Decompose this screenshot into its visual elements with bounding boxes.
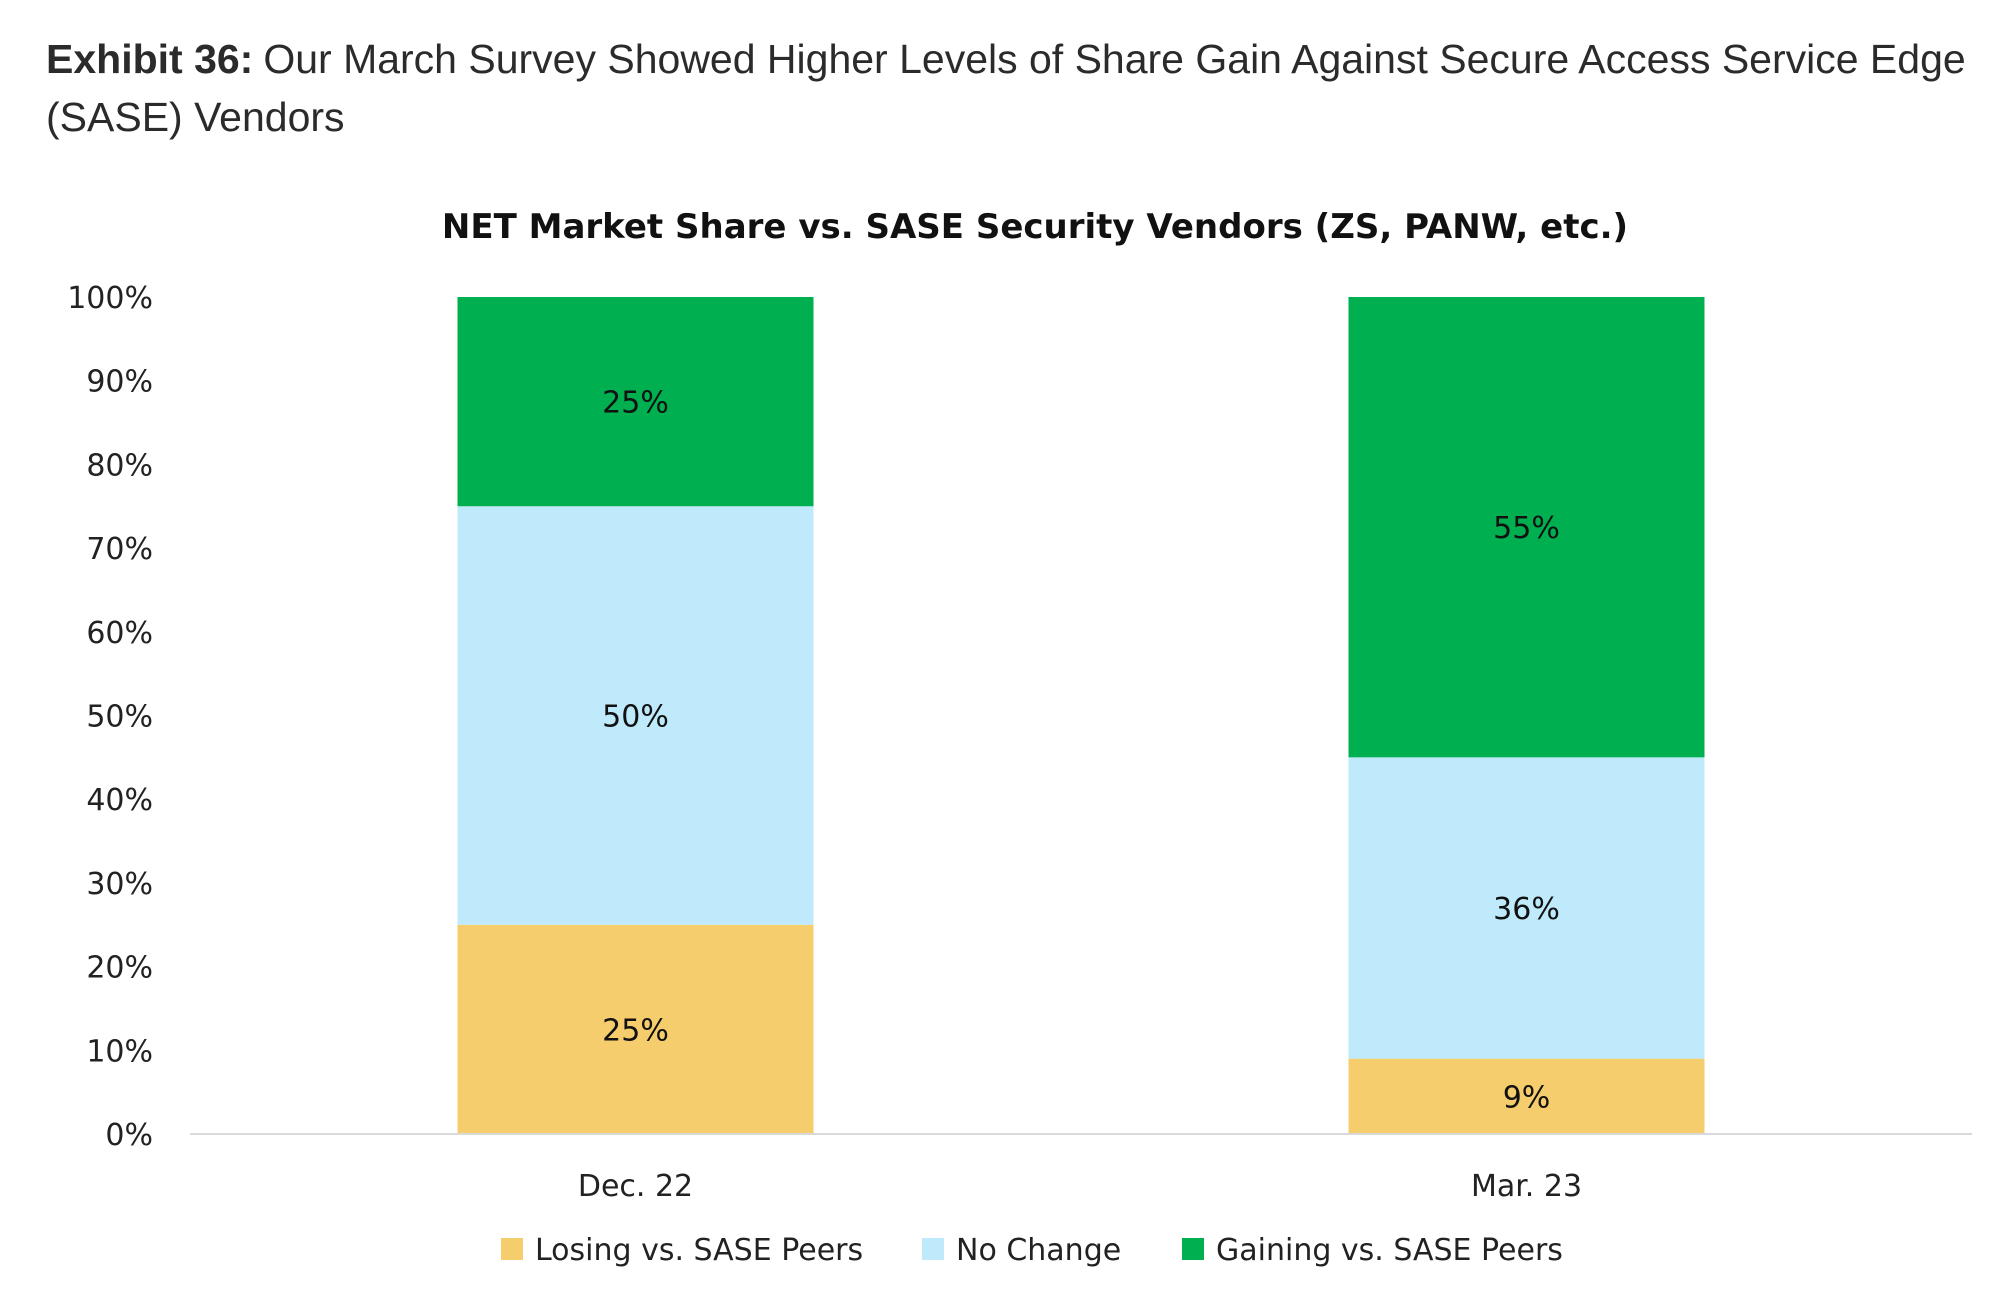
- y-tick-label: 0%: [105, 1118, 153, 1153]
- x-tick-label: Dec. 22: [578, 1169, 693, 1204]
- bar-segment: [457, 506, 814, 925]
- y-tick-label: 50%: [86, 700, 153, 735]
- y-axis: 0% 10% 20% 30% 40% 50% 60% 70% 80% 90% 100%: [67, 281, 153, 1153]
- bar-segment: [1348, 757, 1705, 1059]
- y-tick-label: 20%: [86, 951, 153, 986]
- data-label: 50%: [602, 700, 669, 735]
- y-tick-label: 40%: [86, 783, 153, 818]
- y-tick-label: 30%: [86, 867, 153, 902]
- bar-segment: [457, 924, 814, 1134]
- y-tick-label: 60%: [86, 616, 153, 651]
- bars: 25% 50% 25% 9% 36% 55%: [457, 297, 1705, 1134]
- exhibit-number: Exhibit 36:: [46, 36, 254, 82]
- y-tick-label: 90%: [86, 365, 153, 400]
- legend-label: Gaining vs. SASE Peers: [1216, 1233, 1563, 1268]
- y-tick-label: 80%: [86, 448, 153, 483]
- y-tick-label: 100%: [67, 281, 153, 316]
- x-tick-label: Mar. 23: [1471, 1169, 1582, 1204]
- chart-title: NET Market Share vs. SASE Security Vendo…: [442, 207, 1628, 247]
- legend-swatch: [922, 1238, 944, 1260]
- bar-segment: [1348, 297, 1705, 758]
- legend-label: Losing vs. SASE Peers: [535, 1233, 863, 1268]
- legend-swatch: [1182, 1238, 1204, 1260]
- legend-label: No Change: [956, 1233, 1121, 1268]
- data-label: 36%: [1493, 892, 1560, 927]
- x-axis: Dec. 22 Mar. 23: [190, 1133, 1972, 1204]
- data-label: 55%: [1493, 511, 1560, 546]
- bar-segment: [1348, 1058, 1705, 1134]
- exhibit-title: Exhibit 36: Our March Survey Showed Highe…: [46, 30, 1976, 146]
- y-tick-label: 10%: [86, 1034, 153, 1069]
- legend-swatch: [501, 1238, 523, 1260]
- data-label: 25%: [602, 386, 669, 421]
- bar-segment: [457, 297, 814, 507]
- exhibit-caption: Our March Survey Showed Higher Levels of…: [46, 36, 1966, 140]
- data-label: 9%: [1503, 1080, 1551, 1115]
- data-label: 25%: [602, 1013, 669, 1048]
- y-tick-label: 70%: [86, 532, 153, 567]
- legend: Losing vs. SASE Peers No Change Gaining vs…: [501, 1233, 1563, 1268]
